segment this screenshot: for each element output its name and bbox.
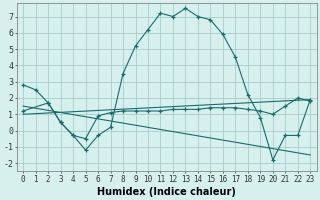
X-axis label: Humidex (Indice chaleur): Humidex (Indice chaleur) <box>97 187 236 197</box>
